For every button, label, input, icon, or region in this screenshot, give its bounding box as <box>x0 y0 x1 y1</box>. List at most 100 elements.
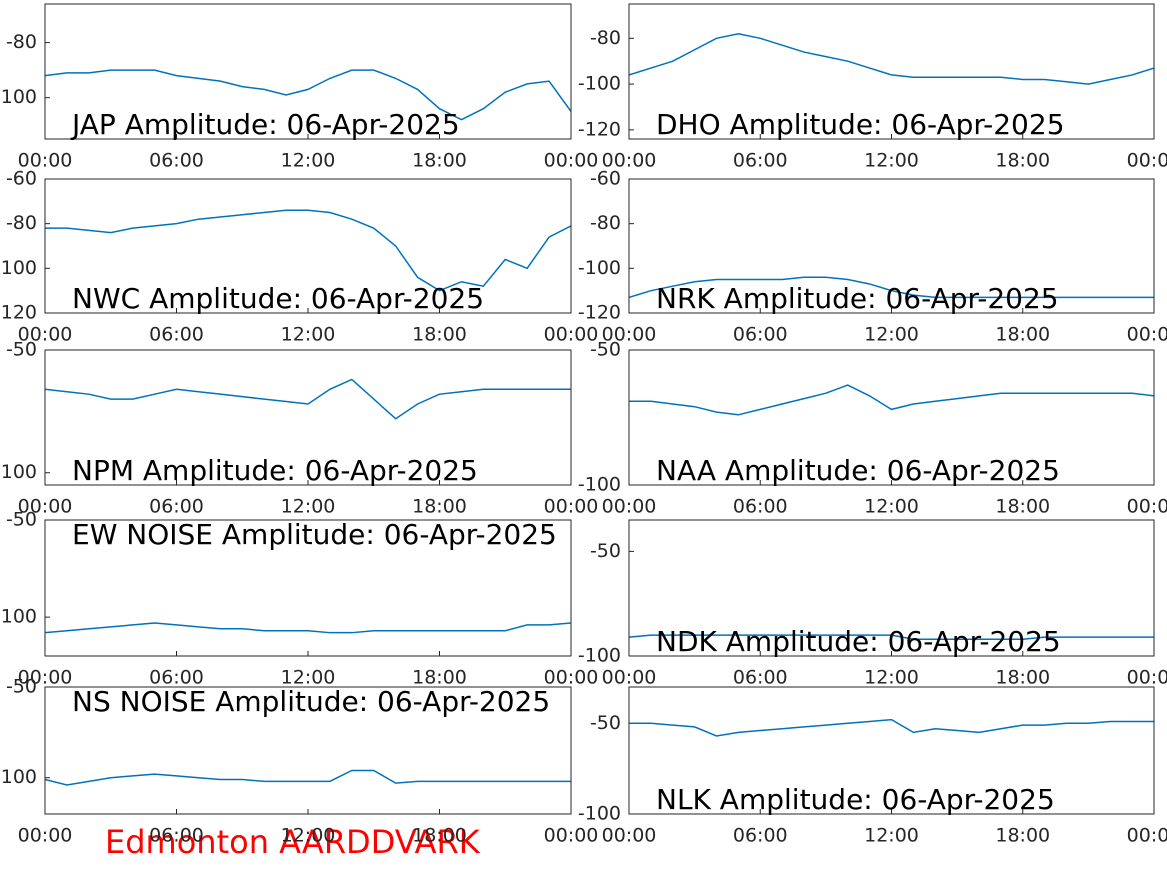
x-tick-label: 00:00 <box>1127 150 1167 172</box>
x-tick-label: 00:00 <box>18 324 73 346</box>
x-tick-label: 18:00 <box>995 825 1050 847</box>
x-tick-label: 12:00 <box>864 496 919 518</box>
x-tick-label: 12:00 <box>281 667 336 689</box>
data-line <box>45 378 571 420</box>
x-tick-label: 06:00 <box>149 150 204 172</box>
x-tick-label: 18:00 <box>995 496 1050 518</box>
axes-box <box>628 178 1155 314</box>
x-tick-label: 12:00 <box>281 825 336 847</box>
plot-area <box>629 687 1154 814</box>
y-tick-label: -100 <box>578 257 621 279</box>
axes-box <box>44 686 572 815</box>
plot-area <box>45 520 571 656</box>
x-tick-label: 12:00 <box>281 496 336 518</box>
x-tick-label: 00:00 <box>544 496 599 518</box>
axes-box <box>628 686 1155 815</box>
plot-area <box>45 687 571 814</box>
chart-title: NWC Amplitude: 06-Apr-2025 <box>72 282 484 315</box>
axes-box <box>628 3 1155 140</box>
x-tick-label: 00:00 <box>18 667 73 689</box>
x-tick-label: 00:00 <box>602 825 657 847</box>
x-tick-label: 18:00 <box>412 667 467 689</box>
y-tick-label: -100 <box>578 73 621 95</box>
chart-title: NLK Amplitude: 06-Apr-2025 <box>656 783 1055 816</box>
data-line <box>45 69 571 121</box>
plot-area <box>629 520 1154 656</box>
x-tick-label: 00:00 <box>544 667 599 689</box>
y-tick-label: -100 <box>0 86 37 108</box>
x-tick-label: 00:00 <box>18 496 73 518</box>
y-tick-label: -100 <box>0 257 37 279</box>
chart-title: NS NOISE Amplitude: 06-Apr-2025 <box>72 685 550 718</box>
x-tick-label: 12:00 <box>864 667 919 689</box>
y-tick-label: -60 <box>590 168 621 190</box>
y-tick-label: -50 <box>6 676 37 698</box>
chart-title: NDK Amplitude: 06-Apr-2025 <box>656 625 1061 658</box>
data-line <box>629 718 1154 737</box>
plot-area <box>629 350 1154 485</box>
y-tick-label: -100 <box>578 474 621 496</box>
chart-title: NPM Amplitude: 06-Apr-2025 <box>72 454 478 487</box>
x-tick-label: 00:00 <box>1127 667 1167 689</box>
plot-area <box>45 4 571 139</box>
x-tick-label: 18:00 <box>995 150 1050 172</box>
x-tick-label: 06:00 <box>733 825 788 847</box>
y-tick-label: -120 <box>578 118 621 140</box>
chart-title: DHO Amplitude: 06-Apr-2025 <box>656 108 1065 141</box>
y-tick-label: -100 <box>0 606 37 628</box>
chart-title: NRK Amplitude: 06-Apr-2025 <box>656 282 1059 315</box>
x-tick-label: 00:00 <box>602 150 657 172</box>
y-tick-label: -80 <box>6 31 37 53</box>
plot-area <box>45 179 571 313</box>
x-tick-label: 00:00 <box>602 324 657 346</box>
axes-box <box>44 3 572 140</box>
y-tick-label: -100 <box>578 645 621 667</box>
x-tick-label: 00:00 <box>602 496 657 518</box>
x-tick-label: 06:00 <box>733 324 788 346</box>
x-tick-label: 00:00 <box>544 825 599 847</box>
y-tick-label: -120 <box>0 302 37 324</box>
x-tick-label: 06:00 <box>149 496 204 518</box>
data-line <box>45 769 571 786</box>
x-tick-label: 06:00 <box>149 825 204 847</box>
y-tick-label: -60 <box>6 168 37 190</box>
x-tick-label: 12:00 <box>281 150 336 172</box>
x-tick-label: 00:00 <box>602 667 657 689</box>
y-tick-label: -80 <box>590 212 621 234</box>
axes-box <box>628 349 1155 486</box>
x-tick-label: 06:00 <box>733 667 788 689</box>
data-line <box>629 276 1154 299</box>
x-tick-label: 00:00 <box>18 825 73 847</box>
x-tick-label: 00:00 <box>1127 324 1167 346</box>
x-tick-label: 00:00 <box>1127 825 1167 847</box>
chart-title: NAA Amplitude: 06-Apr-2025 <box>656 454 1060 487</box>
y-tick-label: -100 <box>0 461 37 483</box>
data-line <box>45 209 571 292</box>
data-line <box>45 622 571 634</box>
x-tick-label: 18:00 <box>412 825 467 847</box>
plot-area <box>45 350 571 485</box>
data-line <box>629 32 1154 85</box>
x-tick-label: 06:00 <box>733 496 788 518</box>
x-tick-label: 06:00 <box>149 667 204 689</box>
x-tick-label: 00:00 <box>1127 496 1167 518</box>
x-tick-label: 18:00 <box>412 150 467 172</box>
x-tick-label: 00:00 <box>18 150 73 172</box>
axes-box <box>44 178 572 314</box>
x-tick-label: 18:00 <box>412 324 467 346</box>
x-tick-label: 18:00 <box>995 324 1050 346</box>
x-tick-label: 12:00 <box>864 324 919 346</box>
y-tick-label: -80 <box>590 27 621 49</box>
x-tick-label: 12:00 <box>281 324 336 346</box>
y-tick-label: -50 <box>6 509 37 531</box>
plot-area <box>629 4 1154 139</box>
y-tick-label: -50 <box>590 339 621 361</box>
axes-box <box>628 519 1155 657</box>
x-tick-label: 00:00 <box>544 324 599 346</box>
data-line <box>629 384 1154 416</box>
chart-title: EW NOISE Amplitude: 06-Apr-2025 <box>72 518 557 551</box>
chart-title: JAP Amplitude: 06-Apr-2025 <box>70 108 460 141</box>
x-tick-label: 12:00 <box>864 150 919 172</box>
data-line <box>629 634 1154 641</box>
